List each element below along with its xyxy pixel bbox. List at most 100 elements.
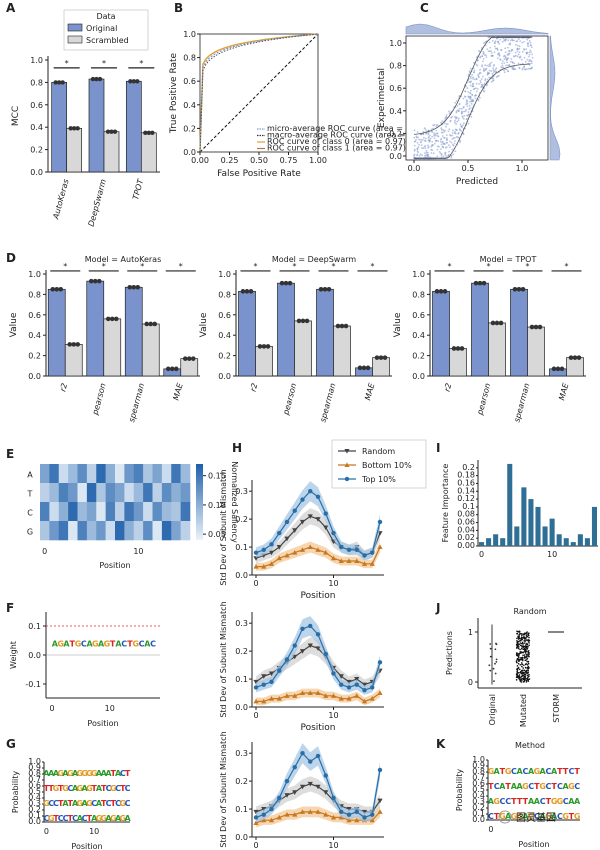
scatter-point-c (503, 62, 506, 64)
point-j-mutated (517, 636, 520, 639)
scatter-point-c (516, 55, 519, 58)
logo-letter-k: A (540, 812, 547, 821)
scatter-point-c (514, 54, 517, 57)
logo-letter-g: T (111, 799, 117, 808)
ytick-label-k: 1.0 (472, 755, 485, 764)
point-j-mutated (527, 634, 530, 637)
logo-letter-g: T (68, 814, 74, 823)
scatter-point-c (519, 40, 522, 42)
bar-d (432, 290, 450, 377)
scatter-point-c (524, 68, 526, 71)
logo-letter-g: T (44, 784, 50, 793)
scatter-point-c (427, 132, 430, 135)
legend-b-entry: macro-average ROC curve (area = 0.97) (267, 131, 429, 140)
scatter-point-c (463, 115, 466, 117)
ytick-label-k: 0.0 (472, 815, 485, 824)
scatter-point-c (444, 151, 447, 154)
scatter-point-c (446, 141, 448, 144)
bar-d (333, 325, 351, 377)
point-h-bottom (261, 817, 267, 823)
point-j-mutated (516, 646, 518, 649)
logo-letter-g: G (77, 769, 84, 778)
xtick-label-b: 0.75 (280, 156, 298, 165)
scatter-point-c (490, 52, 493, 54)
point-h-random (292, 528, 298, 533)
scatter-point-c (481, 60, 484, 63)
point-h-bottom (377, 544, 383, 550)
scatter-point-c (441, 135, 444, 137)
scatter-point-c (512, 65, 515, 68)
scatter-point-c (479, 56, 481, 59)
scatter-point-c (454, 101, 457, 104)
point-j-mutated (527, 653, 530, 655)
point-h-top (300, 626, 305, 631)
scatter-point-c (426, 154, 429, 157)
point-j-mutated (521, 671, 524, 673)
point-d (343, 323, 349, 329)
point-h-random (253, 679, 259, 685)
scatter-point-c (435, 124, 438, 126)
scatter-point-c (450, 156, 453, 159)
point-d (169, 366, 175, 372)
point-j-original (489, 655, 492, 658)
bar-i (542, 526, 548, 546)
xtick-label-h: 10 (328, 711, 338, 720)
point-j-original (489, 643, 492, 645)
heatmap-cell-e (40, 464, 50, 484)
point-h-top (354, 809, 359, 815)
bar-i (500, 538, 506, 546)
scatter-point-c (427, 133, 430, 136)
scatter-point-c (468, 108, 471, 111)
marginal-top-c (405, 23, 549, 35)
point-j-mutated (517, 656, 520, 659)
heatmap-cell-e (115, 464, 125, 484)
scatter-point-c (421, 138, 424, 141)
scatter-point-c (526, 38, 528, 41)
point-j-mutated (525, 639, 528, 641)
logo-letter-g: G (86, 784, 93, 793)
ylabel-d: Value (393, 312, 403, 337)
scatter-point-c (490, 80, 493, 83)
scatter-point-c (496, 47, 498, 50)
point-h-top (315, 632, 321, 637)
logo-letter-g: A (48, 769, 55, 778)
logo-letter-k: T (534, 782, 540, 791)
scatter-point-c (513, 62, 516, 65)
logo-letter-k: G (539, 782, 546, 791)
point-d (152, 321, 158, 327)
scatter-point-c (501, 40, 504, 43)
scatter-point-c (516, 40, 519, 43)
ytick-label-i: 0.02 (457, 533, 475, 542)
panel-label-j: J (435, 601, 440, 615)
scatter-point-c (529, 49, 532, 52)
point-d (481, 280, 487, 286)
scatter-point-c (470, 80, 472, 83)
ytick-label-g: 0.6 (28, 781, 41, 790)
ytick-label-d: 0.2 (218, 352, 231, 361)
xtick-label-b: 0.50 (250, 156, 268, 165)
scatter-point-c (528, 51, 531, 54)
point-h-top (300, 497, 305, 502)
point-d (50, 287, 56, 292)
heatmap-cell-e (58, 464, 69, 484)
point-h-bottom (354, 558, 360, 564)
xlabel-b: False Positive Rate (217, 169, 301, 179)
scatter-point-c (433, 134, 436, 137)
scatter-point-c (436, 155, 439, 158)
facet-title-d: Model = TPOT (480, 255, 537, 264)
scatter-point-c (434, 142, 436, 145)
heatmap-cell-e (105, 502, 116, 522)
scatter-point-c (429, 134, 431, 137)
scatter-point-c (425, 150, 428, 152)
point-j-mutated (526, 645, 529, 648)
point-j-mutated (523, 645, 526, 648)
logo-letter-g: G (96, 814, 103, 823)
heatmap-cell-e (152, 502, 163, 522)
scatter-point-c (500, 49, 503, 51)
xtick-label-h: 0 (253, 711, 258, 720)
xtick-label-g: 0 (44, 827, 49, 836)
point-j-mutated (516, 632, 518, 635)
scatter-point-c (475, 56, 478, 59)
ytick-label-b: 0.0 (183, 148, 196, 157)
xtick-label-b: 1.00 (309, 156, 327, 165)
